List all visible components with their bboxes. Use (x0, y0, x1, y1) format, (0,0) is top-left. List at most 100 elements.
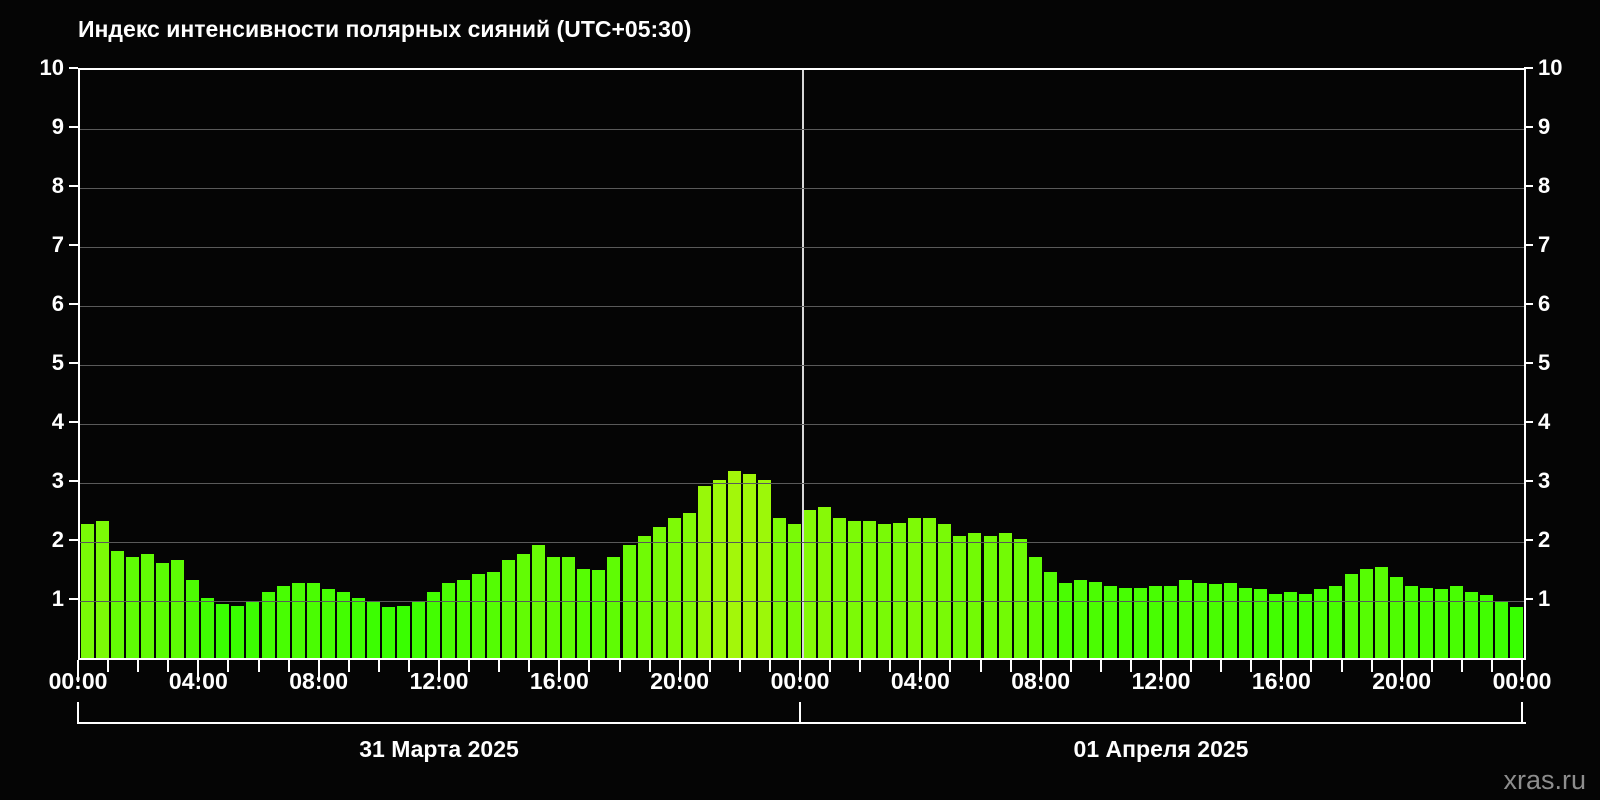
y-tick-mark-right-7 (1524, 244, 1533, 246)
bar (756, 480, 772, 660)
x-tick-minor (1129, 660, 1132, 672)
bar (245, 601, 261, 660)
bar (1072, 580, 1088, 660)
bar (651, 527, 667, 660)
x-tick-minor (1099, 660, 1102, 672)
y-tick-label-right-5: 5 (1538, 350, 1551, 375)
x-tick-minor (1430, 660, 1433, 672)
bar (1268, 593, 1284, 660)
bar (185, 580, 201, 660)
x-tick-minor (618, 660, 621, 672)
bar (1253, 589, 1269, 660)
x-tick-major (678, 660, 681, 682)
bar (335, 592, 351, 660)
bar (922, 518, 938, 660)
date-band-line (78, 722, 1526, 724)
x-tick-minor (1310, 660, 1313, 672)
x-tick-minor (768, 660, 771, 672)
bar (1418, 588, 1434, 660)
x-tick-major (1400, 660, 1403, 682)
y-tick-label-left-3: 3 (51, 468, 64, 493)
x-tick-major (438, 660, 440, 682)
bar (1433, 589, 1449, 660)
bar (1027, 556, 1043, 660)
x-tick-major (1521, 660, 1523, 682)
x-tick-minor (588, 660, 591, 672)
y-tick-label-right-8: 8 (1538, 173, 1551, 198)
gridline-8 (80, 188, 1524, 189)
bar (456, 580, 472, 660)
bar (275, 586, 291, 660)
x-tick-major (799, 660, 801, 682)
bar (425, 592, 441, 660)
y-tick-label-right-7: 7 (1538, 232, 1551, 257)
bar (666, 518, 682, 660)
bar (817, 506, 833, 660)
bar (1057, 583, 1073, 660)
y-tick-mark-left-2 (69, 539, 78, 541)
x-tick-minor (227, 660, 230, 672)
x-tick-minor (347, 660, 350, 672)
x-tick-label: 20:00 (1372, 668, 1432, 694)
bar (1448, 586, 1464, 660)
x-tick-minor (1220, 660, 1223, 672)
bar (862, 521, 878, 660)
bar (95, 521, 111, 660)
plot-area (78, 68, 1526, 660)
bar (260, 592, 276, 660)
bar (1132, 588, 1148, 660)
bar (1508, 606, 1524, 660)
y-tick-mark-left-3 (69, 480, 78, 482)
bar (441, 583, 457, 660)
y-tick-label-right-2: 2 (1538, 527, 1551, 552)
y-tick-mark-right-9 (1524, 126, 1533, 128)
x-tick-minor (468, 660, 471, 672)
date-label: 31 Марта 2025 (359, 736, 519, 762)
x-tick-minor (979, 660, 982, 672)
bar (471, 574, 487, 660)
y-tick-mark-left-1 (69, 598, 78, 600)
gridline-9 (80, 129, 1524, 130)
y-tick-label-right-3: 3 (1538, 468, 1551, 493)
bar (1147, 586, 1163, 660)
bar (997, 533, 1013, 660)
y-tick-label-left-10: 10 (39, 55, 64, 80)
gridline-4 (80, 424, 1524, 425)
date-label: 01 Апреля 2025 (1073, 736, 1249, 762)
y-tick-label-left-9: 9 (51, 114, 64, 139)
y-tick-mark-left-7 (69, 244, 78, 246)
x-tick-label: 16:00 (1251, 668, 1311, 694)
x-axis-line (78, 658, 1526, 660)
bar (531, 544, 547, 660)
x-tick-label: 08:00 (289, 668, 349, 694)
bar (1193, 583, 1209, 660)
x-tick-major (77, 660, 79, 682)
bar (621, 544, 637, 660)
y-tick-mark-right-6 (1524, 303, 1533, 305)
bar (80, 524, 96, 660)
bar (350, 598, 366, 660)
bar (1042, 571, 1058, 660)
x-tick-label: 08:00 (1011, 668, 1071, 694)
bar (110, 550, 126, 660)
y-tick-label-left-2: 2 (51, 527, 64, 552)
bar (982, 536, 998, 660)
bar (606, 556, 622, 660)
y-tick-mark-left-4 (69, 421, 78, 423)
chart-title: Индекс интенсивности полярных сияний (UT… (78, 16, 692, 42)
x-tick-label: 12:00 (409, 668, 469, 694)
y-tick-mark-right-1 (1524, 598, 1533, 600)
bar (561, 556, 577, 660)
bar (907, 518, 923, 660)
y-tick-mark-right-2 (1524, 539, 1533, 541)
bar (711, 480, 727, 660)
bar (832, 518, 848, 660)
x-tick-major (558, 660, 561, 682)
gridline-3 (80, 483, 1524, 484)
x-tick-label: 20:00 (650, 668, 710, 694)
bar (1403, 586, 1419, 660)
bar (1343, 574, 1359, 660)
y-tick-label-left-6: 6 (51, 291, 64, 316)
bar (1283, 592, 1299, 660)
